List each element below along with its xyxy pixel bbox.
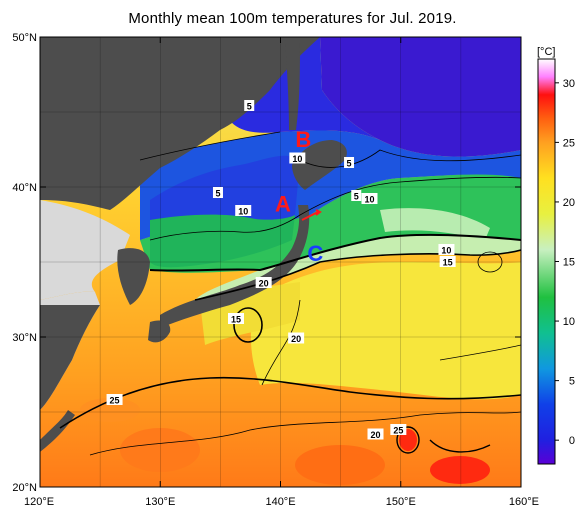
- isotherm-line: [149, 176, 521, 241]
- contour-label: 25: [393, 426, 403, 436]
- isotherm-line: [89, 411, 521, 456]
- colorbar: [°C] 0 5 10 15 20 25 30: [537, 46, 575, 465]
- isotherm-eddy: [396, 426, 420, 454]
- isotherm-eddy: [233, 307, 263, 343]
- lon-tick-label: 120°E: [24, 496, 54, 508]
- lat-tick-label: 30°N: [12, 332, 37, 344]
- contour-label-bg: [235, 205, 252, 216]
- map-title: Monthly mean 100m temperatures for Jul. …: [128, 10, 457, 27]
- contour-label-bg: [212, 187, 223, 198]
- warm-spot: [430, 456, 490, 484]
- contour-label: 15: [231, 315, 241, 325]
- point-label-c: C: [307, 241, 323, 266]
- green-eddy: [380, 208, 490, 240]
- honshu: [160, 205, 310, 328]
- cold-region: [320, 37, 521, 157]
- isotherm-line: [429, 439, 491, 453]
- warm-spot: [120, 428, 200, 472]
- grid-lines: [40, 37, 521, 487]
- contour-label: 20: [291, 334, 301, 344]
- contour-label: 5: [354, 192, 359, 202]
- point-labels: A B C: [275, 127, 323, 266]
- warm-spot: [80, 398, 140, 422]
- colorbar-tick-label: 10: [563, 316, 575, 328]
- contour-label-bg: [228, 313, 245, 324]
- colorbar-ticks: 0 5 10 15 20 25 30: [555, 78, 575, 447]
- point-label-b: B: [295, 127, 311, 152]
- lon-tick-label: 140°E: [265, 496, 295, 508]
- contour-label-bg: [255, 277, 272, 288]
- sakhalin: [285, 40, 300, 130]
- contour-label-bg: [390, 424, 407, 435]
- lat-tick-label: 40°N: [12, 182, 37, 194]
- nodata-area: [40, 200, 130, 300]
- contour-label-bg: [344, 157, 355, 168]
- contour-label: 20: [370, 430, 380, 440]
- yellow-region: [250, 262, 521, 400]
- isotherm-line: [299, 149, 521, 168]
- korea: [117, 248, 150, 305]
- lon-labels: 120°E 130°E 140°E 150°E 160°E: [24, 496, 539, 508]
- contour-labels: 5 10 5 5 5 10 10 10 15 20 15 20 25 20 25: [106, 100, 456, 440]
- lon-tick-label: 150°E: [386, 496, 416, 508]
- continent-asia: [40, 37, 320, 210]
- contour-label: 5: [347, 159, 352, 169]
- lat-tick-label: 50°N: [12, 32, 37, 44]
- contour-label-bg: [351, 190, 362, 201]
- isotherm-line: [194, 249, 521, 301]
- contour-label: 10: [364, 195, 374, 205]
- lon-tick-label: 160°E: [509, 496, 539, 508]
- colorbar-tick-label: 15: [563, 257, 575, 269]
- colorbar-tick-label: 5: [569, 376, 575, 388]
- contour-label: 5: [247, 102, 252, 112]
- point-label-a: A: [275, 192, 291, 217]
- contour-label-bg: [439, 256, 456, 267]
- taiwan: [40, 410, 75, 452]
- contour-label: 20: [259, 279, 269, 289]
- land: [40, 37, 347, 452]
- lat-labels: 50°N 40°N 30°N 20°N: [12, 32, 37, 494]
- contour-label-bg: [367, 428, 384, 440]
- temperature-field: [40, 37, 521, 487]
- arrow-a-icon: [301, 211, 319, 221]
- lon-tick-label: 130°E: [145, 496, 175, 508]
- contour-label: 15: [443, 258, 453, 268]
- isotherm-line: [59, 376, 521, 429]
- isotherm-line: [139, 131, 281, 161]
- colorbar-tick-label: 25: [563, 137, 575, 149]
- contour-label-bg: [289, 152, 306, 164]
- contour-label-bg: [244, 100, 255, 111]
- sea-of-japan-south: [150, 214, 295, 268]
- colorbar-tick-label: 0: [569, 435, 575, 447]
- isotherm-line: [261, 299, 301, 386]
- isotherm-eddy: [477, 251, 503, 273]
- isotherm-line: [149, 233, 521, 272]
- colorbar-scale: [537, 58, 556, 465]
- contour-label-bg: [288, 332, 305, 344]
- contour-label: 10: [292, 154, 302, 164]
- warm-spot: [295, 445, 385, 485]
- colorbar-unit: [°C]: [537, 46, 555, 58]
- contour-label: 5: [215, 189, 220, 199]
- contour-label-bg: [361, 193, 378, 204]
- hokkaido: [292, 140, 347, 190]
- lat-tick-label: 20°N: [12, 482, 37, 494]
- tick-marks: [39, 36, 522, 488]
- kyushu: [148, 320, 171, 343]
- isotherms: [59, 131, 521, 456]
- colorbar-tick-label: 30: [563, 78, 575, 90]
- colorbar-tick-label: 20: [563, 197, 575, 209]
- contour-label-bg: [106, 394, 123, 405]
- isotherm-line: [439, 344, 521, 361]
- contour-label: 10: [441, 246, 451, 256]
- china-coast: [40, 305, 100, 410]
- arrow-a-head-icon: [315, 209, 322, 216]
- contour-label: 25: [110, 396, 120, 406]
- contour-label: 10: [238, 207, 248, 217]
- contour-label-bg: [438, 244, 455, 255]
